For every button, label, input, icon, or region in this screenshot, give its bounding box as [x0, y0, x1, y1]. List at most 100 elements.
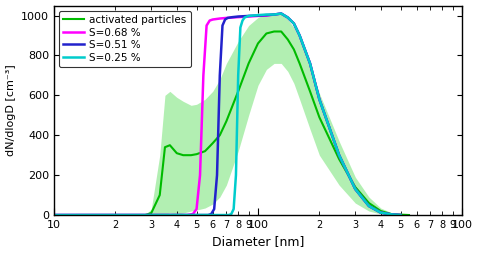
S=0.51 %	[255, 14, 261, 17]
S=0.68 %	[200, 74, 206, 77]
S=0.25 %	[250, 14, 256, 17]
S=0.51 %	[225, 17, 230, 20]
activated particles	[336, 158, 342, 161]
S=0.25 %	[263, 13, 269, 16]
S=0.25 %	[228, 213, 234, 216]
S=0.68 %	[235, 15, 241, 19]
Line: S=0.25 %: S=0.25 %	[54, 13, 401, 215]
S=0.68 %	[271, 13, 277, 16]
S=0.25 %	[235, 74, 241, 77]
activated particles	[224, 120, 229, 123]
activated particles	[316, 116, 322, 119]
S=0.68 %	[263, 14, 269, 17]
S=0.68 %	[197, 173, 203, 177]
S=0.68 %	[388, 213, 394, 216]
activated particles	[162, 146, 168, 149]
Y-axis label: dN/dlogD [cm⁻³]: dN/dlogD [cm⁻³]	[6, 65, 16, 156]
S=0.51 %	[378, 211, 384, 214]
S=0.51 %	[271, 13, 277, 16]
activated particles	[406, 214, 412, 217]
S=0.25 %	[233, 173, 239, 177]
S=0.51 %	[291, 22, 297, 25]
S=0.51 %	[211, 208, 217, 211]
S=0.25 %	[51, 214, 57, 217]
S=0.25 %	[226, 214, 232, 217]
activated particles	[285, 38, 291, 41]
S=0.51 %	[336, 154, 342, 157]
S=0.68 %	[316, 98, 322, 101]
activated particles	[271, 30, 277, 33]
activated particles	[366, 201, 372, 204]
activated particles	[291, 48, 297, 51]
S=0.68 %	[246, 15, 251, 18]
activated particles	[174, 152, 180, 155]
activated particles	[297, 62, 303, 65]
activated particles	[263, 32, 269, 35]
S=0.25 %	[366, 204, 372, 208]
S=0.25 %	[271, 13, 277, 16]
S=0.68 %	[297, 34, 303, 37]
activated particles	[388, 213, 394, 216]
S=0.51 %	[285, 16, 291, 19]
S=0.51 %	[316, 98, 322, 101]
Line: S=0.51 %: S=0.51 %	[54, 13, 401, 215]
S=0.51 %	[229, 15, 235, 19]
activated particles	[188, 154, 194, 157]
S=0.51 %	[217, 74, 223, 77]
S=0.51 %	[278, 12, 284, 15]
S=0.68 %	[185, 214, 190, 217]
activated particles	[246, 62, 251, 65]
activated particles	[217, 134, 223, 137]
activated particles	[210, 142, 216, 145]
S=0.51 %	[307, 62, 313, 65]
activated particles	[307, 90, 313, 93]
S=0.68 %	[307, 62, 313, 65]
S=0.68 %	[51, 214, 57, 217]
S=0.68 %	[366, 204, 372, 208]
Line: activated particles: activated particles	[77, 31, 409, 215]
S=0.68 %	[210, 18, 216, 21]
S=0.68 %	[291, 22, 297, 25]
S=0.25 %	[316, 98, 322, 101]
S=0.51 %	[366, 204, 372, 208]
activated particles	[202, 150, 208, 153]
S=0.25 %	[297, 34, 303, 37]
S=0.68 %	[285, 16, 291, 19]
S=0.51 %	[219, 24, 225, 27]
activated particles	[157, 194, 163, 197]
S=0.68 %	[204, 24, 209, 27]
S=0.68 %	[352, 187, 358, 190]
S=0.25 %	[336, 154, 342, 157]
activated particles	[75, 214, 80, 217]
S=0.25 %	[255, 14, 261, 17]
S=0.51 %	[235, 15, 241, 18]
S=0.25 %	[378, 211, 384, 214]
S=0.25 %	[278, 12, 284, 15]
S=0.51 %	[205, 214, 211, 217]
activated particles	[235, 90, 241, 93]
activated particles	[352, 186, 358, 189]
S=0.51 %	[208, 213, 214, 216]
S=0.51 %	[398, 214, 403, 217]
S=0.25 %	[285, 16, 291, 19]
activated particles	[180, 154, 186, 157]
S=0.68 %	[278, 12, 284, 15]
S=0.51 %	[297, 34, 303, 37]
S=0.68 %	[224, 17, 229, 20]
S=0.25 %	[238, 26, 243, 29]
S=0.25 %	[246, 14, 251, 18]
S=0.25 %	[398, 214, 403, 217]
S=0.25 %	[242, 16, 248, 19]
S=0.51 %	[388, 213, 394, 216]
X-axis label: Diameter [nm]: Diameter [nm]	[212, 235, 304, 248]
S=0.68 %	[378, 211, 384, 214]
S=0.25 %	[307, 62, 313, 65]
S=0.51 %	[51, 214, 57, 217]
S=0.51 %	[222, 18, 228, 21]
S=0.25 %	[231, 208, 237, 211]
activated particles	[378, 210, 384, 213]
S=0.68 %	[190, 213, 196, 216]
S=0.68 %	[398, 214, 403, 217]
Line: S=0.68 %: S=0.68 %	[54, 13, 401, 215]
S=0.25 %	[239, 19, 245, 22]
